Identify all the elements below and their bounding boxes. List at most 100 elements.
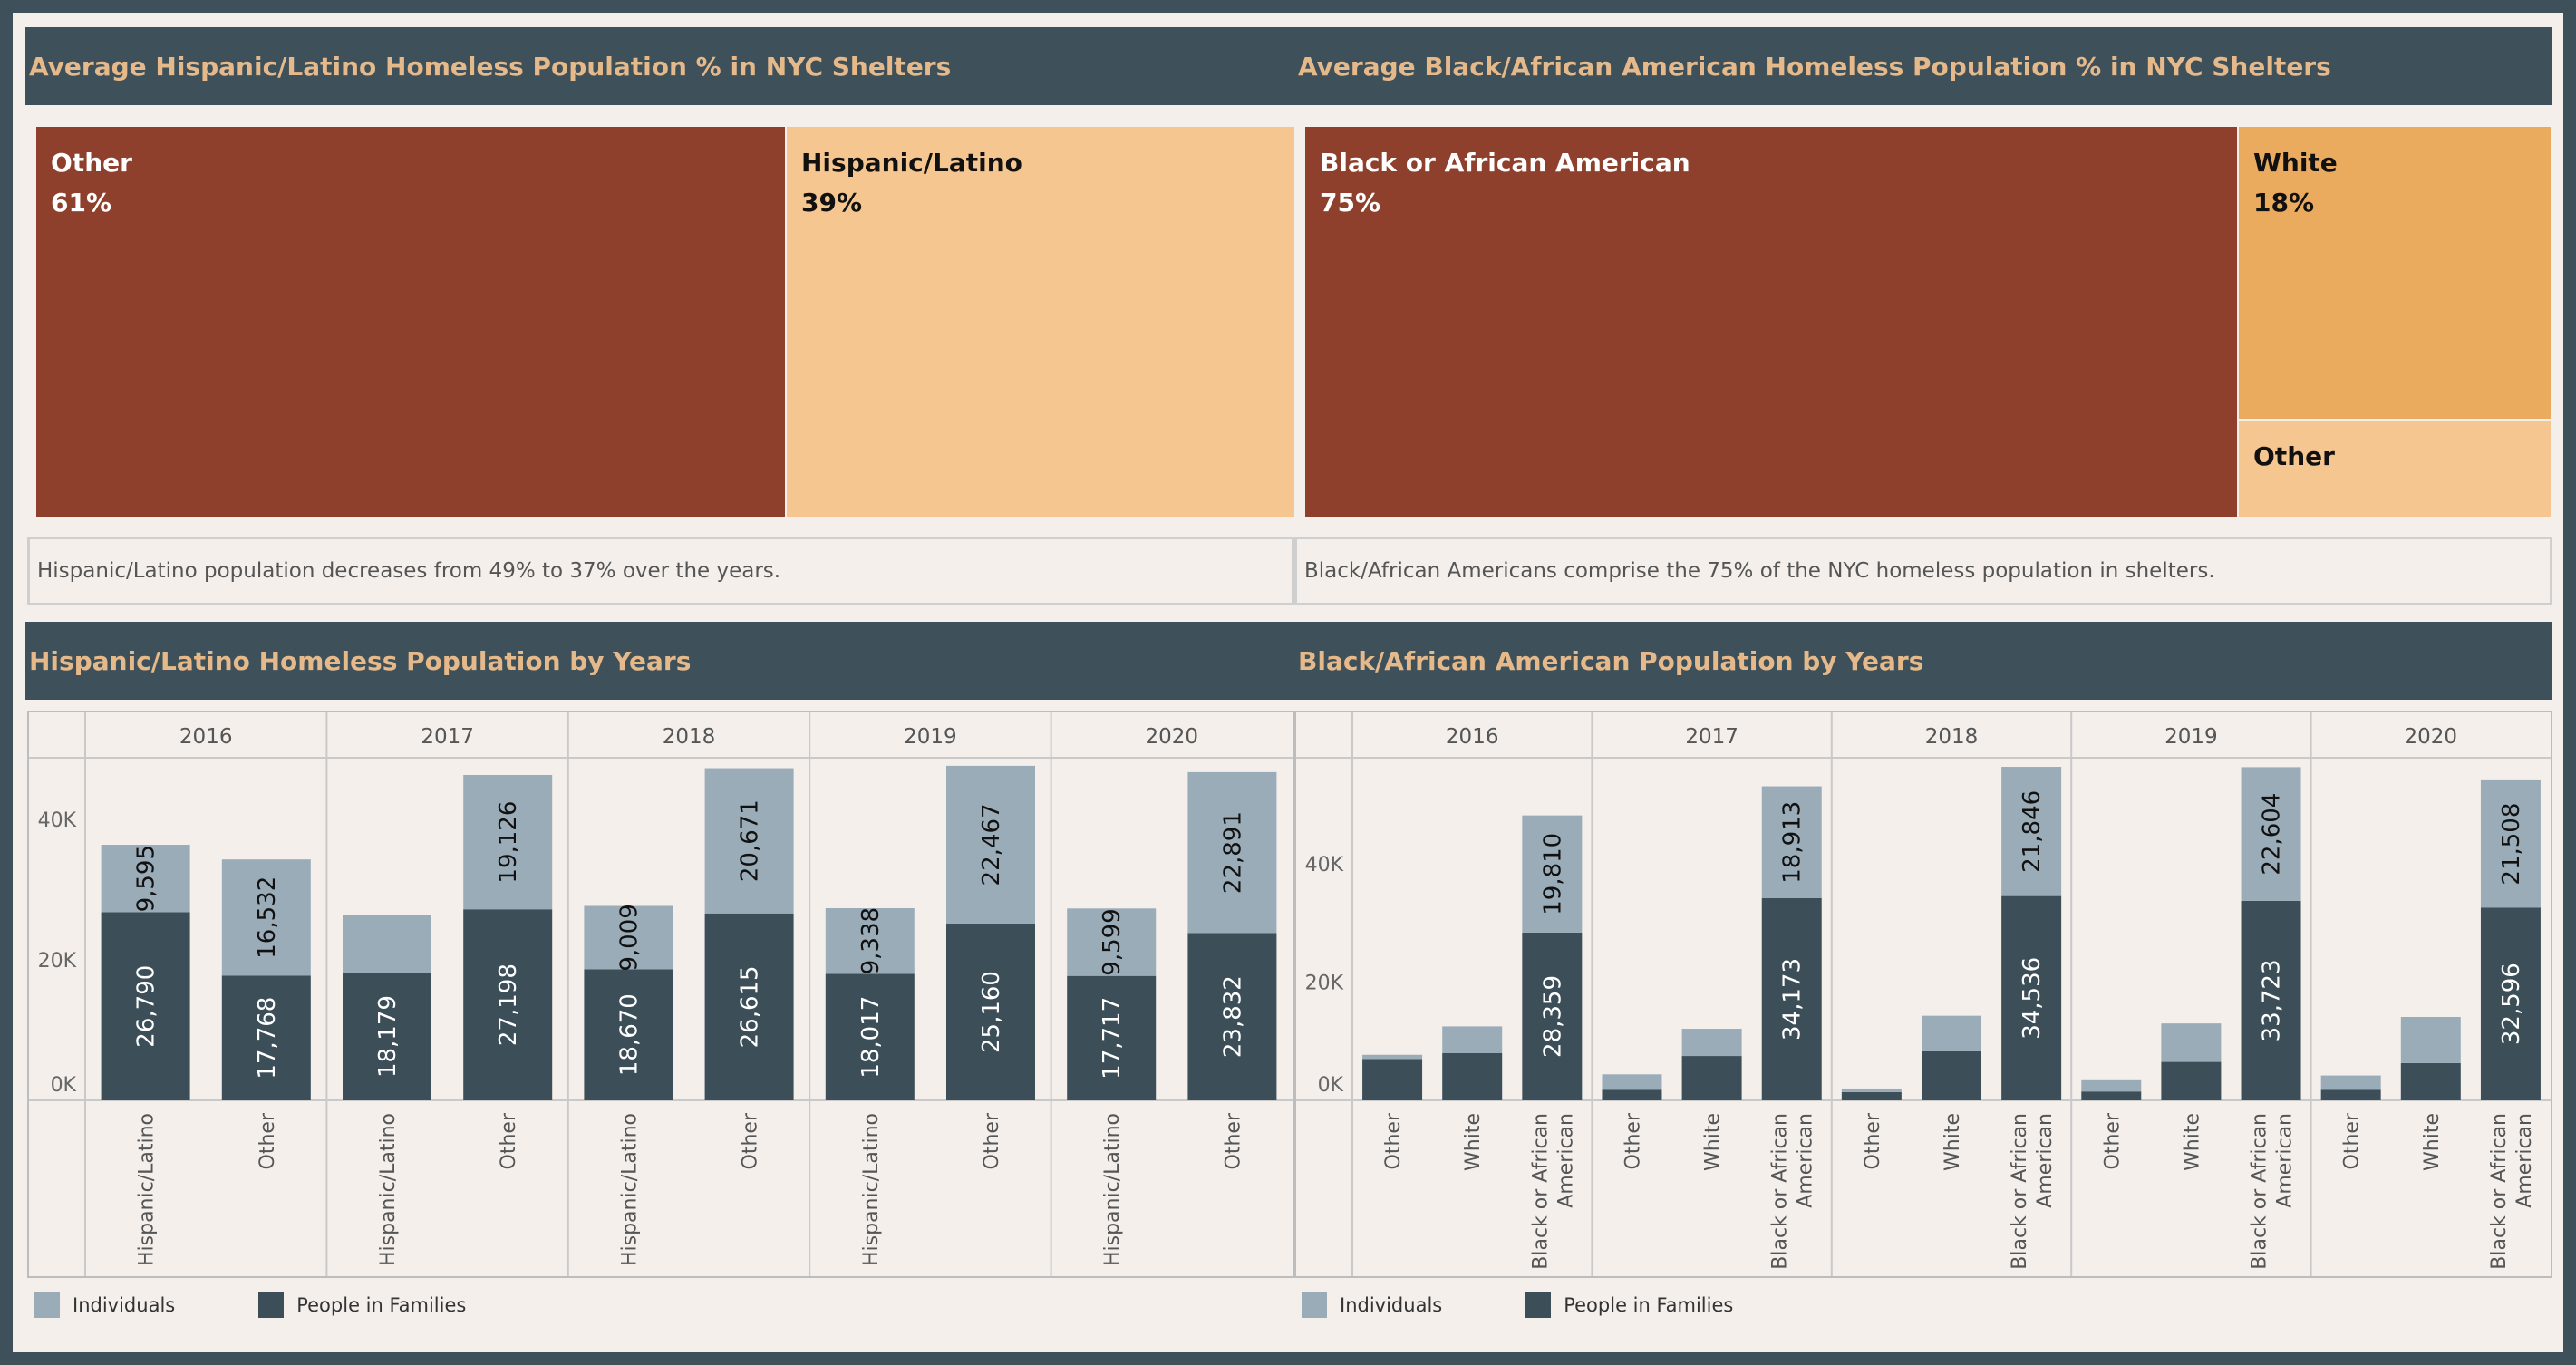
black-legend: Individuals People in Families: [1302, 1292, 1816, 1318]
bar-families: [2001, 895, 2062, 1100]
y-tick-label: 20K: [38, 950, 77, 973]
legend-label: Individuals: [73, 1294, 176, 1316]
legend-swatch: [258, 1292, 285, 1318]
bar-families: [1362, 1059, 1423, 1100]
bar-families: [1681, 1056, 1742, 1100]
year-label: 2016: [1446, 725, 1499, 749]
bar-individuals: [2480, 779, 2541, 908]
legend-item-families[interactable]: People in Families: [1525, 1292, 1733, 1318]
treemap-cell-label: Black or African American: [1320, 148, 1690, 178]
y-tick-label: 0K: [51, 1074, 77, 1097]
category-label: Other: [2341, 1112, 2364, 1169]
bar-individuals: [2161, 1023, 2222, 1062]
category-label: Other: [257, 1112, 279, 1169]
year-label: 2017: [421, 725, 474, 749]
bar-families: [2480, 907, 2541, 1100]
legend-item-individuals[interactable]: Individuals: [34, 1292, 175, 1318]
bar-families: [825, 973, 915, 1100]
year-label: 2017: [1685, 725, 1738, 749]
bar-families: [2081, 1091, 2142, 1100]
treemap-cell-hispanic[interactable]: Hispanic/Latino 39%: [787, 127, 1294, 517]
category-label: American: [1795, 1113, 1817, 1208]
bar-individuals: [704, 768, 794, 914]
category-label: White: [1462, 1113, 1485, 1171]
bar-value-label: 9,599: [1099, 908, 1126, 975]
hispanic-bar-title: Hispanic/Latino Homeless Population by Y…: [25, 622, 1294, 700]
legend-swatch: [1525, 1292, 1552, 1318]
bar-value-label: 21,846: [2019, 790, 2046, 873]
bar-individuals: [463, 774, 553, 910]
bar-value-label: 16,532: [254, 876, 281, 959]
bar-value-label: 19,126: [495, 801, 522, 884]
legend-swatch: [34, 1292, 60, 1318]
bar-value-label: 18,670: [615, 993, 643, 1076]
treemap-cell-white[interactable]: White 18%: [2239, 127, 2551, 419]
bar-families: [1922, 1050, 1981, 1100]
bar-individuals: [825, 907, 915, 974]
category-label: Other: [1862, 1112, 1884, 1169]
bar-value-label: 22,891: [1219, 811, 1246, 894]
category-label: Black or African: [1529, 1113, 1552, 1270]
legend-label: Individuals: [1340, 1294, 1443, 1316]
treemap-cell-value: 75%: [1320, 188, 1381, 218]
treemap-cell-other[interactable]: Other 61%: [36, 127, 785, 517]
black-caption: Black/African Americans comprise the 75%…: [1294, 537, 2552, 605]
bar-individuals: [1681, 1029, 1742, 1057]
dashboard: Average Hispanic/Latino Homeless Populat…: [13, 13, 2563, 1352]
category-label: American: [2513, 1113, 2536, 1208]
year-label: 2016: [179, 725, 233, 749]
hispanic-treemap[interactable]: Other 61% Hispanic/Latino 39%: [36, 127, 1294, 517]
bar-individuals: [2400, 1016, 2461, 1063]
category-label: Black or African: [2009, 1113, 2031, 1270]
bar-value-label: 32,596: [2498, 963, 2525, 1045]
bar-families: [101, 912, 190, 1100]
bar-value-label: 34,536: [2019, 957, 2046, 1040]
bar-families: [1602, 1089, 1662, 1100]
bar-families: [1761, 897, 1822, 1100]
black-treemap[interactable]: Black or African American 75% White 18% …: [1305, 127, 2551, 517]
legend-item-families[interactable]: People in Families: [258, 1292, 466, 1318]
treemap-cell-black[interactable]: Black or African American 75%: [1305, 127, 2237, 517]
legend-label: People in Families: [1564, 1294, 1734, 1316]
black-bar-title: Black/African American Population by Yea…: [1294, 622, 2552, 700]
year-label: 2020: [2405, 725, 2458, 749]
category-label: White: [2181, 1113, 2203, 1171]
bar-value-label: 9,595: [133, 845, 160, 912]
category-label: Black or African: [2488, 1113, 2511, 1270]
treemap-cell-value: 61%: [51, 188, 112, 218]
treemap-cell-value: 39%: [801, 188, 863, 218]
legend-item-individuals[interactable]: Individuals: [1302, 1292, 1442, 1318]
bar-individuals: [2241, 767, 2301, 901]
bar-individuals: [221, 859, 311, 976]
bar-value-label: 20,671: [737, 799, 764, 882]
year-label: 2018: [663, 725, 716, 749]
bar-families: [2320, 1089, 2381, 1100]
bar-individuals: [2081, 1079, 2142, 1092]
black-treemap-title: Average Black/African American Homeless …: [1294, 27, 2552, 105]
hispanic-bar-chart-box: 0K 20K 40K 2016 26,790 9,595 Hispanic/Latino 17…: [27, 711, 1294, 1278]
bar-value-label: 34,173: [1779, 958, 1806, 1041]
bar-families: [946, 924, 1035, 1100]
category-label: American: [2274, 1113, 2297, 1208]
bar-individuals: [101, 845, 190, 913]
bar-value-label: 9,338: [857, 907, 885, 974]
treemap-cell-other[interactable]: Other: [2239, 421, 2551, 517]
bar-individuals: [1922, 1015, 1981, 1051]
bar-individuals: [1362, 1054, 1423, 1060]
category-label: Other: [1222, 1112, 1244, 1169]
category-label: White: [1942, 1113, 1964, 1171]
bar-value-label: 17,768: [254, 997, 281, 1079]
bar-families: [2400, 1062, 2461, 1100]
category-label: Other: [498, 1112, 520, 1169]
legend-swatch: [1302, 1292, 1327, 1318]
year-label: 2019: [2164, 725, 2218, 749]
bar-families: [1067, 975, 1157, 1100]
year-label: 2019: [904, 725, 957, 749]
category-label: Hispanic/Latino: [1101, 1113, 1124, 1266]
bar-value-label: 25,160: [978, 971, 1005, 1053]
bar-families: [1187, 933, 1277, 1100]
treemap-cell-label: White: [2253, 148, 2338, 178]
bar-families: [2161, 1061, 2222, 1100]
bar-families: [343, 973, 431, 1100]
bar-value-label: 18,913: [1779, 801, 1806, 884]
